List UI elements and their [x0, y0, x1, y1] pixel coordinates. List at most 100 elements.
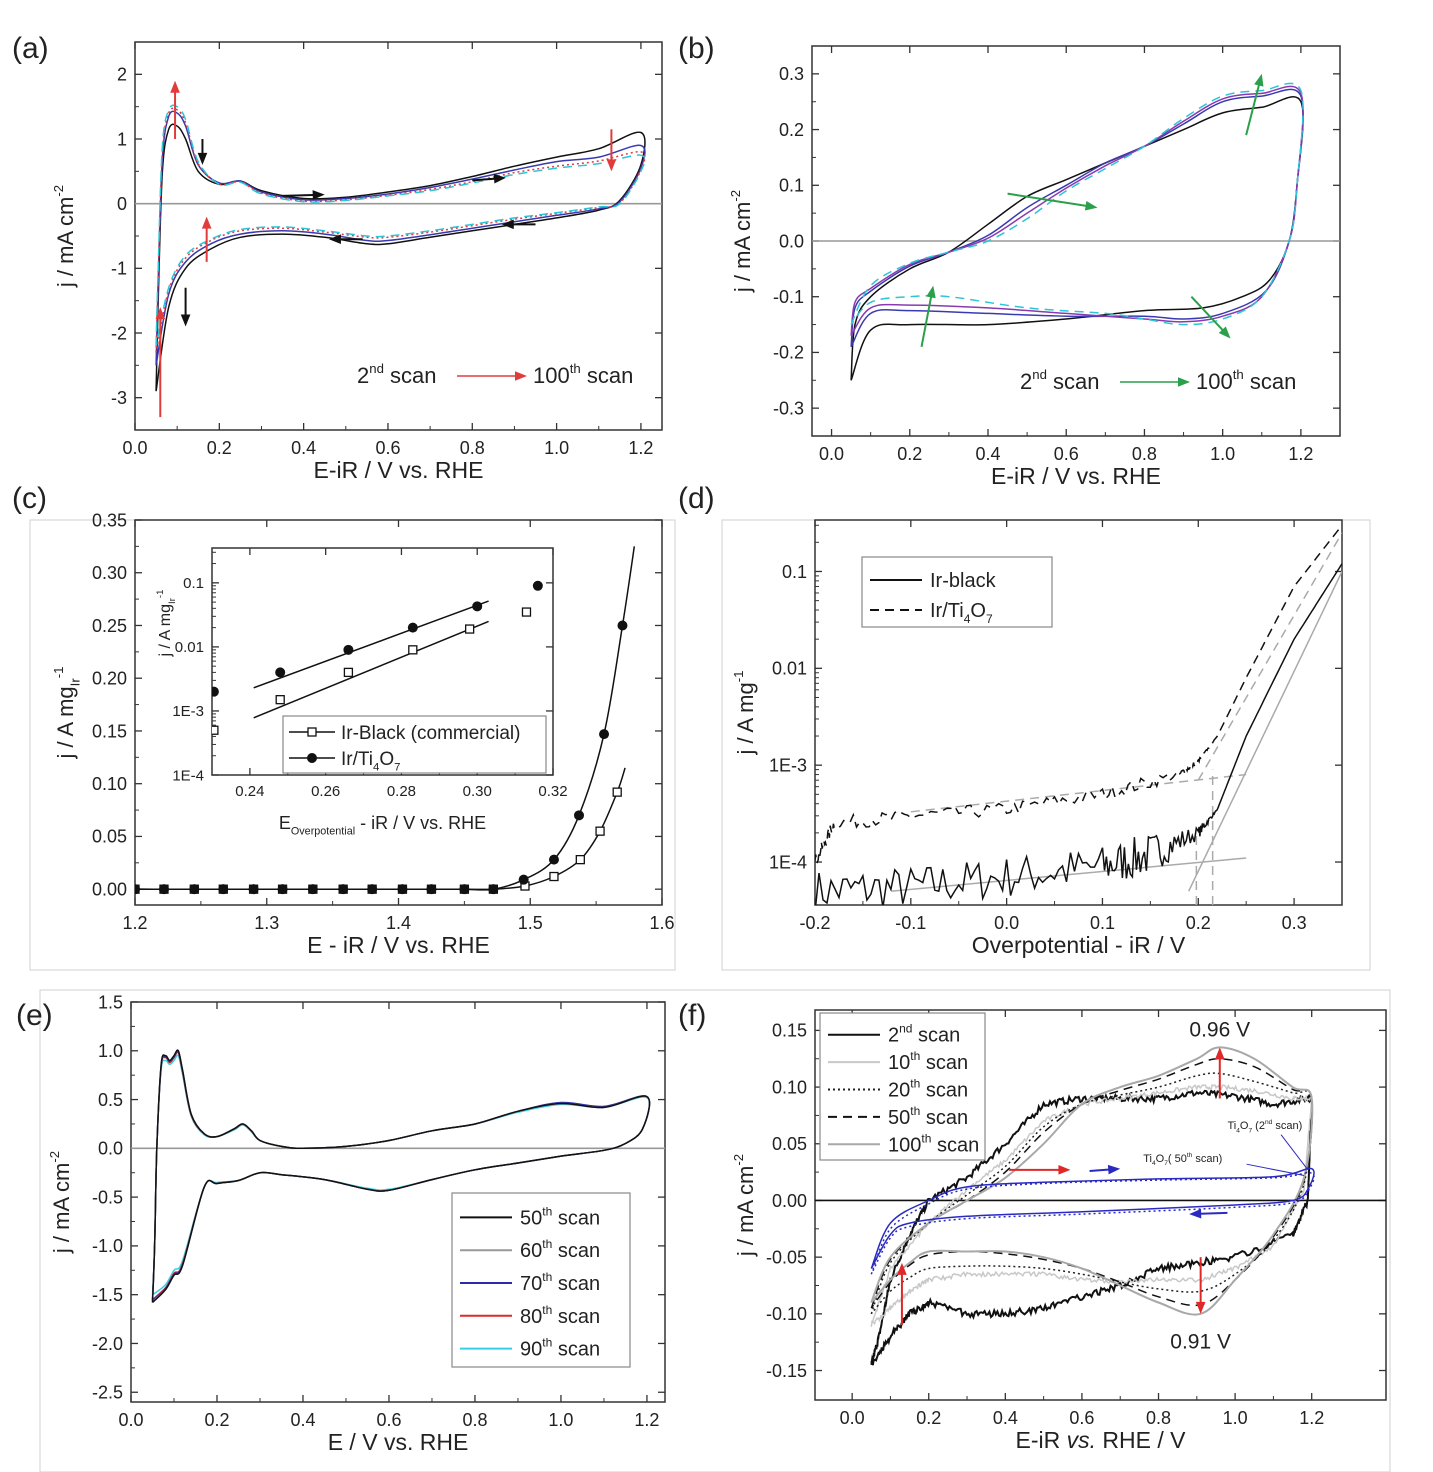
y-tick-label: 0.05 — [92, 827, 127, 847]
label-segment: 60 — [520, 1240, 542, 1262]
label-segment: E - iR / V vs. RHE — [307, 932, 490, 958]
annotation-arrow-head — [501, 219, 514, 230]
legend-box — [819, 1012, 986, 1161]
series-line-3 — [155, 104, 646, 347]
legend-entry: 100th scan — [828, 1131, 979, 1156]
legend-entry: 90th scan — [460, 1336, 600, 1361]
label-segment: scan) — [1272, 1120, 1302, 1132]
x-tick-label: 0.2 — [897, 444, 922, 464]
label-segment: scan — [912, 1025, 960, 1047]
y-tick-label: 0.5 — [98, 1090, 123, 1110]
x-axis-label: E / V vs. RHE — [328, 1429, 469, 1455]
y-tick-label: 0.3 — [779, 64, 804, 84]
y-tick-label: 0.01 — [175, 639, 204, 656]
legend-entry: 50th scan — [460, 1204, 600, 1229]
data-point-square — [521, 607, 532, 617]
panel-label: (d) — [678, 482, 715, 515]
x-tick-label: 0.8 — [462, 1410, 487, 1430]
data-point-circle — [307, 753, 317, 763]
label-segment: 4 — [964, 612, 971, 626]
x-tick-label: 0.30 — [463, 783, 492, 800]
label-segment: -2 — [731, 1154, 746, 1166]
label-segment: E-iR / V vs. RHE — [314, 457, 484, 483]
x-tick-label: 1.0 — [544, 438, 569, 458]
data-point-circle — [275, 667, 286, 678]
inset-y-axis-label: j / A mgIr-1 — [155, 590, 178, 658]
y-tick-label: -3 — [111, 388, 127, 408]
leader-line — [1280, 1134, 1309, 1171]
label-segment: 70 — [520, 1273, 542, 1295]
label-segment: nd — [1265, 1119, 1273, 1126]
data-point-circle — [488, 884, 499, 895]
label-segment: O — [379, 749, 394, 770]
leader-line — [1246, 1163, 1305, 1177]
y-tick-label: -2.5 — [92, 1383, 123, 1403]
y-tick-label: -0.3 — [773, 398, 804, 418]
y-tick-label: -0.2 — [773, 343, 804, 363]
plot-area-frame — [814, 519, 1343, 906]
label-segment: th — [910, 1104, 920, 1118]
fit-line — [891, 857, 1247, 892]
legend-entry: 60th scan — [460, 1237, 600, 1262]
annotation-arrow-head — [1084, 200, 1098, 211]
label-segment: -2 — [51, 185, 66, 197]
label-segment: 100 — [533, 363, 570, 388]
label-segment: j / mA cm — [53, 197, 78, 288]
label-segment: 100 — [888, 1134, 921, 1156]
annotation-arrow-shaft — [1007, 192, 1091, 208]
fit-line — [1188, 571, 1342, 892]
data-point-circle — [218, 884, 229, 895]
y-axis-label: j / mA cm-2 — [47, 1151, 74, 1254]
panel-label: (c) — [12, 482, 47, 515]
annotation-start-label: 2nd scan — [357, 361, 437, 388]
y-tick-label: 0 — [117, 194, 127, 214]
y-tick-label: 0.15 — [772, 1021, 807, 1041]
legend-label: Ir-Black (commercial) — [341, 723, 520, 744]
x-tick-label: 0.8 — [1146, 1408, 1171, 1428]
data-point-circle — [548, 854, 559, 865]
label-segment: scan — [920, 1107, 968, 1129]
legend-entry: Ir/Ti4O7 — [289, 749, 400, 774]
plot-area-frame — [814, 1009, 1387, 1401]
y-axis-label: j / mA cm-2 — [731, 1154, 758, 1257]
annotation-arrow-head — [1189, 1208, 1202, 1219]
label-segment: - iR / V vs. RHE — [355, 813, 486, 833]
label-segment: 7 — [1248, 1127, 1252, 1134]
x-tick-label: 0.28 — [387, 783, 416, 800]
x-tick-label: 0.32 — [538, 783, 567, 800]
data-point-circle — [532, 580, 543, 591]
label-segment: 4 — [1152, 1160, 1156, 1167]
data-point-circle — [459, 884, 470, 895]
inset-x-axis-label: EOverpotential - iR / V vs. RHE — [279, 813, 486, 837]
y-tick-label: 1E-4 — [172, 767, 204, 784]
plot-content — [135, 546, 636, 895]
label-segment: scan — [1047, 369, 1100, 394]
series-line-2 — [155, 107, 646, 353]
label-segment: j / A mg — [733, 682, 758, 755]
legend-label: 50th scan — [888, 1104, 968, 1129]
data-point-circle — [518, 874, 529, 885]
y-tick-label: -1 — [111, 259, 127, 279]
data-point-circle — [343, 644, 354, 655]
y-tick-label: -2.0 — [92, 1334, 123, 1354]
x-tick-label: 0.0 — [122, 438, 147, 458]
legend-entry: 20th scan — [828, 1077, 968, 1102]
x-tick-label: 0.2 — [916, 1408, 941, 1428]
y-tick-label: -2 — [111, 323, 127, 343]
label-segment: scan — [581, 363, 634, 388]
annotation-arrow-head — [312, 190, 325, 200]
label-segment: scan — [552, 1207, 600, 1229]
x-tick-label: 1.5 — [518, 913, 543, 933]
legend-label: 60th scan — [520, 1237, 600, 1262]
label-segment: scan — [552, 1273, 600, 1295]
x-tick-label: 0.1 — [1090, 913, 1115, 933]
label-segment: -2 — [47, 1151, 62, 1163]
data-point-circle — [472, 601, 483, 612]
label-segment: th — [542, 1237, 552, 1251]
y-tick-label: 0.05 — [772, 1134, 807, 1154]
annotation-end-label: 100th scan — [533, 361, 633, 388]
label-segment: j / mA cm — [733, 1166, 758, 1257]
annotation-arrow-head — [1218, 326, 1231, 339]
series-line-1 — [850, 88, 1304, 348]
